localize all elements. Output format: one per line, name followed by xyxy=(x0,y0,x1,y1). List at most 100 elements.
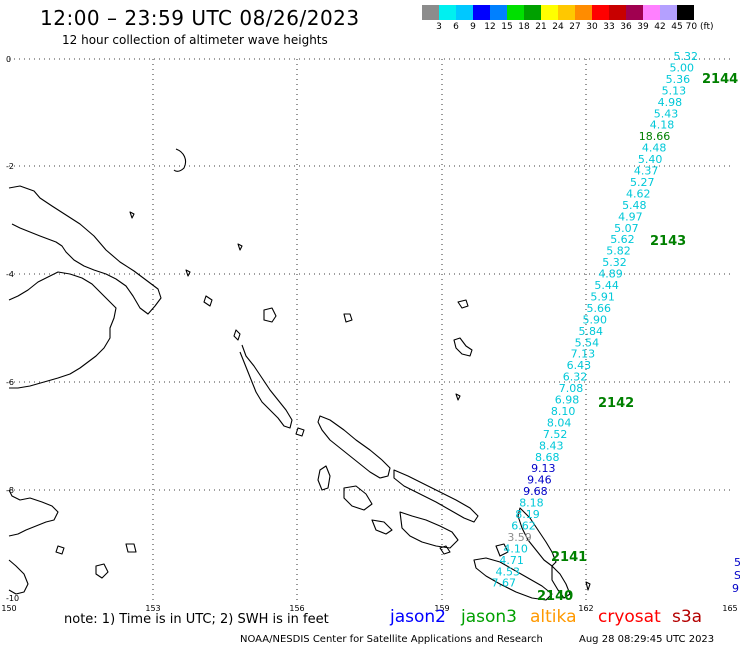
color-scale-label: 39 xyxy=(637,22,649,32)
pass-label: 2143 xyxy=(650,234,686,249)
island-outline xyxy=(343,485,373,511)
color-scale-swatch xyxy=(592,5,609,20)
wave-reading: 7.13 xyxy=(571,348,596,361)
color-scale-swatch xyxy=(456,5,473,20)
color-scale-label: 21 xyxy=(535,22,547,32)
color-scale-label: 36 xyxy=(620,22,632,32)
color-scale-swatch xyxy=(626,5,643,20)
island-outline xyxy=(455,393,461,401)
lon-label: 162 xyxy=(578,604,593,613)
pass-label: 2144 xyxy=(702,72,738,87)
wave-reading: 4.98 xyxy=(658,96,683,109)
color-scale-label: 42 xyxy=(654,22,666,32)
wave-reading: 5.84 xyxy=(579,325,604,338)
wave-reading: 4.62 xyxy=(626,187,651,200)
satellite-legend-item: jason2 xyxy=(390,607,446,627)
wave-height-color-scale: 3 6 9 12 15 18 21 24 27 30 33 36 39 42 45 70 (ft) xyxy=(422,5,714,34)
lat-label: -8 xyxy=(6,486,14,495)
island-outline xyxy=(173,148,187,172)
wave-reading: 8.68 xyxy=(535,451,560,464)
color-scale-label: 27 xyxy=(569,22,581,32)
wave-reading: 18.66 xyxy=(639,130,671,143)
color-scale-label: 9 xyxy=(470,22,476,32)
island-outline xyxy=(295,427,305,437)
edge-reading: 9 xyxy=(732,582,739,595)
satellite-legend-item: altika xyxy=(530,607,577,627)
wave-reading: 4.53 xyxy=(495,565,520,578)
color-scale-label: 3 xyxy=(436,22,442,32)
color-scale-swatch xyxy=(422,5,439,20)
wave-reading: 5.66 xyxy=(586,302,611,315)
island-outline xyxy=(457,299,469,309)
color-scale-swatch xyxy=(677,5,694,20)
color-scale-label: 70 (ft) xyxy=(685,22,714,32)
island-outline xyxy=(585,581,591,591)
island-outline xyxy=(439,545,451,555)
wave-reading: 4.37 xyxy=(634,165,659,178)
island-outline xyxy=(55,545,65,555)
color-scale-swatch xyxy=(439,5,456,20)
wave-height-readings: 5.325.005.365.134.985.434.1818.664.485.4… xyxy=(492,50,699,590)
lon-label: 153 xyxy=(145,604,160,613)
wave-reading: 5.36 xyxy=(666,73,691,86)
satellite-legend-item: jason3 xyxy=(461,607,517,627)
footer-credit: NOAA/NESDIS Center for Satellite Applica… xyxy=(240,634,543,645)
wave-reading: 6.43 xyxy=(567,359,592,372)
lat-label: -6 xyxy=(6,378,14,387)
color-scale-swatch xyxy=(575,5,592,20)
color-scale-label: 15 xyxy=(501,22,513,32)
new-guinea-coastline xyxy=(8,185,162,315)
island-outline xyxy=(125,543,137,553)
lon-label: 159 xyxy=(434,604,449,613)
lon-label: 165 xyxy=(722,604,737,613)
wave-reading: 4.71 xyxy=(499,554,524,567)
wave-reading: 5.43 xyxy=(654,107,679,120)
page-title: 12:00 – 23:59 UTC 08/26/2023 xyxy=(40,6,360,30)
page-subtitle: 12 hour collection of altimeter wave hei… xyxy=(62,33,328,47)
color-scale-swatch xyxy=(473,5,490,20)
wave-reading: 9.13 xyxy=(531,462,556,475)
wave-reading: 4.10 xyxy=(503,542,528,555)
new-ireland-coastline xyxy=(239,344,293,429)
island-outline xyxy=(185,269,191,277)
color-scale-swatch xyxy=(609,5,626,20)
wave-reading: 6.98 xyxy=(555,394,580,407)
pass-label: 2140 xyxy=(537,589,573,604)
wave-reading: 5.00 xyxy=(670,61,695,74)
pass-label: 2142 xyxy=(598,396,634,411)
wave-reading: 4.18 xyxy=(650,119,675,132)
island-outline xyxy=(237,243,243,251)
color-scale-swatch xyxy=(524,5,541,20)
color-scale-swatch xyxy=(490,5,507,20)
wave-reading: 5.07 xyxy=(614,222,639,235)
edge-reading: S xyxy=(734,569,740,582)
new-britain-coastline xyxy=(8,489,59,537)
wave-reading: 5.82 xyxy=(606,245,631,258)
vanuatu-north-coastline xyxy=(8,559,29,595)
wave-reading: 5.27 xyxy=(630,176,655,189)
wave-reading: 5.48 xyxy=(622,199,647,212)
color-scale-label: 30 xyxy=(586,22,598,32)
pass-label: 2141 xyxy=(551,550,587,565)
color-scale-label: 6 xyxy=(453,22,459,32)
wave-reading: 4.89 xyxy=(598,268,623,281)
latitude-labels: 0 -2 -4 -6 -8 -10 xyxy=(6,55,19,603)
lat-label: -2 xyxy=(6,162,14,171)
wave-reading: 5.90 xyxy=(583,313,608,326)
footer-timestamp: Aug 28 08:29:45 UTC 2023 xyxy=(579,634,715,645)
makira-coastline xyxy=(473,557,553,601)
wave-reading: 7.52 xyxy=(543,428,568,441)
island-outline xyxy=(203,295,213,307)
wave-reading: 3.59 xyxy=(507,531,532,544)
satellite-legend-item: s3a xyxy=(672,607,703,627)
wave-reading: 4.97 xyxy=(618,210,643,223)
lat-label: 0 xyxy=(6,55,11,64)
wave-reading: 4.48 xyxy=(642,142,667,155)
island-outline xyxy=(263,307,277,323)
color-scale-label: 45 xyxy=(671,22,683,32)
coastlines xyxy=(8,148,591,601)
edge-reading: 5 xyxy=(734,556,740,569)
longitude-labels: 150 153 156 159 162 165 xyxy=(1,604,737,613)
island-outline xyxy=(233,329,241,341)
satellite-legend-item: cryosat xyxy=(598,607,661,627)
